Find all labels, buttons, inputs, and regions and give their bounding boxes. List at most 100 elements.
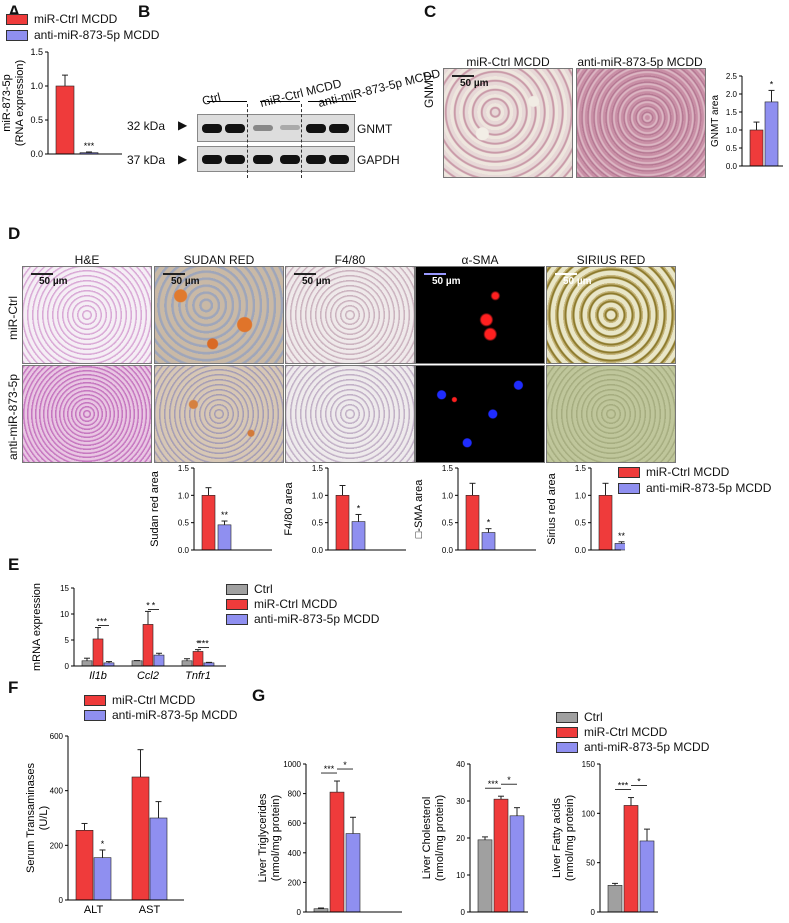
y-tick-label: 400 <box>50 787 64 796</box>
legend-swatch-blue <box>226 613 248 625</box>
y-tick-label: 20 <box>456 834 465 843</box>
micrograph-gnmt-anti <box>576 68 706 178</box>
chart-svg: 0.0 0.5 1.0 1.5 miR-873-5p (RNA expression) **… <box>1 47 122 159</box>
blot-band <box>280 125 300 130</box>
y-axis-label: (U/L) <box>38 806 50 830</box>
d-col-label-asma: α-SMA <box>461 253 499 267</box>
significance-marker: ** <box>618 531 625 541</box>
blot-band <box>306 124 326 133</box>
legend-d-mir-ctrl: miR-Ctrl MCDD <box>618 465 729 479</box>
chart-d-sudan: 0.0 0.5 1.0 1.5 Sudan red area ** <box>148 462 280 562</box>
arrow-right-icon: ▶ <box>178 118 188 132</box>
chart-svg: 0.0 0.5 1.0 1.5 2.0 2.5 GNMT area * <box>710 72 783 171</box>
significance-marker: * <box>96 617 100 627</box>
y-axis-label: mRNA expression <box>31 583 43 671</box>
legend-a-anti: anti-miR-873-5p MCDD <box>6 28 159 42</box>
lane-underline <box>260 101 300 102</box>
lane-divider <box>301 104 302 178</box>
blot-gapdh <box>197 146 355 172</box>
y-tick-label: 1.0 <box>575 491 587 500</box>
bar <box>607 885 623 913</box>
chart-svg: 0 50 100 150 Liver Fatty acids (nmol/mg prote… <box>551 760 658 917</box>
bar <box>149 817 168 901</box>
y-tick-label: 800 <box>288 790 302 799</box>
bar <box>329 791 345 913</box>
y-tick-label: 0.0 <box>442 546 454 555</box>
significance-marker: * <box>146 600 150 610</box>
legend-label: anti-miR-873-5p MCDD <box>646 481 772 495</box>
lane-underline <box>207 101 247 102</box>
bar <box>598 495 613 551</box>
legend-label: miR-Ctrl MCDD <box>584 725 668 739</box>
bar <box>81 660 93 667</box>
y-axis-label: F4/80 area <box>283 482 295 536</box>
legend-d-anti: anti-miR-873-5p MCDD <box>618 481 771 495</box>
significance-marker: *** <box>198 639 209 649</box>
bar <box>131 660 143 667</box>
bar <box>509 815 525 913</box>
chart-g-fatty-acids: 0 50 100 150 Liver Fatty acids (nmol/mg prote… <box>550 756 662 918</box>
significance-marker: * <box>770 79 774 89</box>
y-tick-label: 40 <box>456 760 465 769</box>
significance-marker: *** <box>324 764 335 774</box>
bar <box>181 660 193 667</box>
y-axis-label: miR-873-5p <box>1 74 13 131</box>
y-tick-label: 0.5 <box>726 144 738 153</box>
blot-band <box>280 155 300 164</box>
y-tick-label: 50 <box>586 859 595 868</box>
bar <box>465 495 480 551</box>
y-tick-label: 1.0 <box>726 126 738 135</box>
y-tick-label: 1.5 <box>178 464 190 473</box>
y-tick-label: 10 <box>456 871 465 880</box>
significance-marker: * <box>101 839 105 849</box>
blot-band <box>306 155 326 164</box>
panel-label-d: D <box>8 224 21 243</box>
legend-swatch-red <box>556 726 578 738</box>
bar <box>764 101 779 167</box>
legend-a-mir-ctrl: miR-Ctrl MCDD <box>6 12 117 26</box>
y-tick-label: 0 <box>461 908 466 917</box>
y-axis-label: Sirius red area <box>546 472 558 544</box>
arrow-right-icon: ▶ <box>178 152 188 166</box>
bar <box>335 495 350 551</box>
significance-marker: * <box>152 600 156 610</box>
legend-label: Ctrl <box>254 582 273 596</box>
mw-marker-32: 32 kDa <box>127 119 166 133</box>
y-tick-label: 2.0 <box>726 90 738 99</box>
y-tick-label: 0 <box>297 908 302 917</box>
chart-g-triglycerides: 0 200 400 600 800 1000 Liver Triglycerides (nmo… <box>256 756 406 918</box>
legend-label: anti-miR-873-5p MCDD <box>584 740 710 754</box>
legend-swatch-blue <box>84 709 106 721</box>
micrograph-sudan-mir-ctrl: 50 µm <box>154 266 284 364</box>
legend-g-mir-ctrl: miR-Ctrl MCDD <box>556 725 667 739</box>
y-tick-label: 200 <box>50 841 64 850</box>
y-tick-label: 1.0 <box>178 491 190 500</box>
chart-c: 0.0 0.5 1.0 1.5 2.0 2.5 GNMT area * <box>708 68 789 178</box>
legend-f-mir-ctrl: miR-Ctrl MCDD <box>84 693 195 707</box>
d-col-label-f480: F4/80 <box>334 253 366 267</box>
blot-band <box>329 155 349 164</box>
c-col-label-anti: anti-miR-873-5p MCDD <box>577 55 703 69</box>
y-tick-label: 0.0 <box>30 149 43 159</box>
bar <box>639 840 655 913</box>
blot-band <box>329 124 349 133</box>
y-axis-label: (RNA expression) <box>14 60 26 146</box>
y-axis-label: Serum Transaminases <box>25 762 37 873</box>
micrograph-gnmt-mir-ctrl: 50 µm <box>443 68 573 178</box>
chart-a: 0.0 0.5 1.0 1.5 miR-873-5p (RNA expression) **… <box>0 44 130 172</box>
panel-label-c: C <box>424 2 437 21</box>
chart-svg: 0 200 400 600 800 1000 Liver Triglycerides (nmo… <box>257 760 402 917</box>
y-tick-label: 5 <box>65 636 70 645</box>
y-tick-label: 1000 <box>283 760 301 769</box>
micrograph-he-anti <box>22 365 152 463</box>
legend-swatch-red <box>6 13 28 25</box>
y-tick-label: 150 <box>582 760 596 769</box>
d-row-label-anti: anti-miR-873-5p <box>6 373 20 460</box>
legend-e-ctrl: Ctrl <box>226 582 273 596</box>
scale-bar-label: 50 µm <box>39 276 68 287</box>
scale-bar <box>163 273 185 275</box>
bar <box>217 524 232 551</box>
bar <box>93 857 112 901</box>
bar <box>201 495 216 551</box>
